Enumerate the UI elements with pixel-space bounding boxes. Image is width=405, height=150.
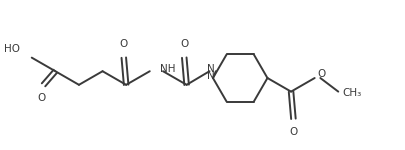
Text: NH: NH (160, 64, 176, 74)
Text: N: N (207, 71, 215, 81)
Text: O: O (119, 39, 128, 49)
Text: CH₃: CH₃ (342, 88, 361, 99)
Text: O: O (38, 93, 46, 103)
Text: O: O (180, 39, 188, 49)
Text: HO: HO (4, 44, 20, 54)
Text: O: O (289, 127, 298, 137)
Text: N: N (207, 64, 215, 74)
Text: O: O (318, 69, 326, 79)
